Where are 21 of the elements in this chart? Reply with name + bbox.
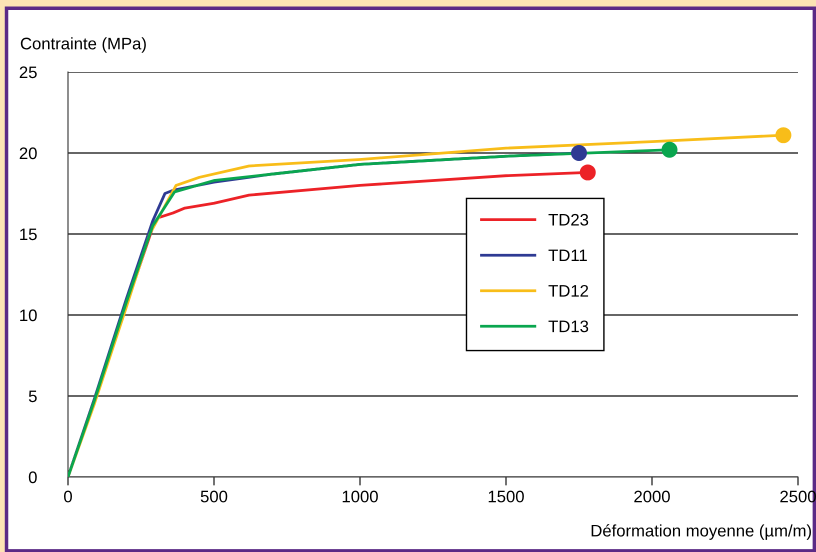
x-tick-label: 1500 [488, 490, 524, 502]
point [571, 145, 587, 161]
legend-label: TD23 [548, 214, 588, 226]
x-tick-label: 0 [64, 490, 72, 502]
y-tick-label: 0 [28, 471, 37, 484]
point [775, 127, 792, 144]
x-tick-label: 500 [200, 490, 228, 502]
point [580, 164, 596, 180]
y-tick-label: 15 [20, 228, 37, 240]
y-tick-label: 10 [20, 309, 37, 322]
y-axis-title: Contrainte (MPa) [20, 37, 146, 53]
y-tick-label: 20 [20, 147, 37, 160]
legend-label: TD13 [548, 320, 588, 332]
legend-label: TD11 [548, 250, 587, 262]
x-tick-label: 1000 [342, 490, 378, 502]
x-tick-label: 2000 [634, 490, 670, 502]
legend-label: TD12 [548, 284, 588, 297]
y-tick-label: 5 [28, 390, 37, 402]
point [662, 142, 678, 158]
y-tick-label: 25 [20, 66, 37, 78]
x-axis-title: Déformation moyenne (µm/m) [592, 524, 811, 540]
